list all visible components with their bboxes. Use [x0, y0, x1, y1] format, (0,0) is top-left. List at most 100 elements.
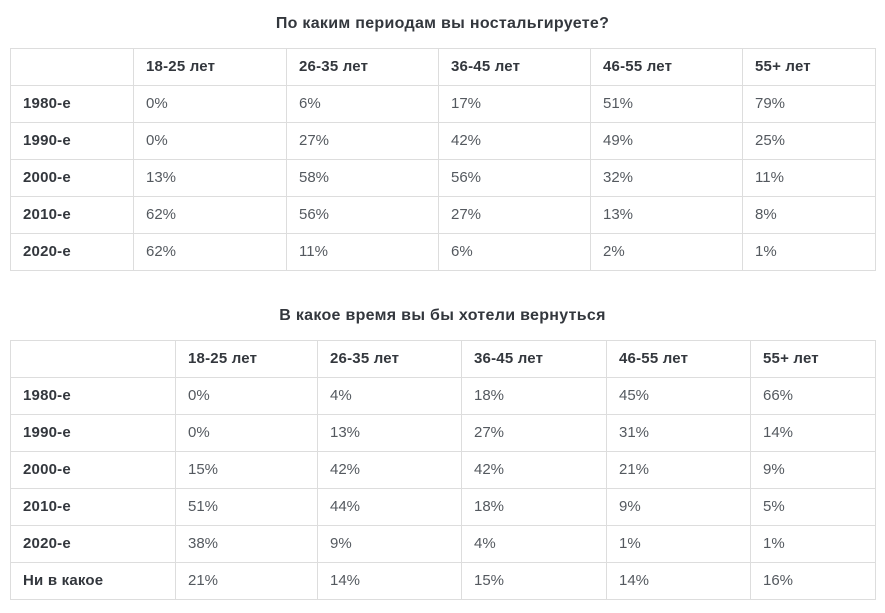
row-label: 1980-е — [10, 85, 134, 123]
value-cell: 0% — [133, 122, 287, 160]
value-cell: 18% — [461, 377, 607, 415]
value-cell: 17% — [438, 85, 591, 123]
row-label: Ни в какое — [10, 562, 176, 600]
table-title-return-time: В какое время вы бы хотели вернуться — [279, 307, 606, 324]
table-row: 1980-е 0% 6% 17% 51% 79% — [10, 85, 876, 123]
row-label: 1990-е — [10, 122, 134, 160]
value-cell: 1% — [606, 525, 751, 563]
table-row: 2000-е 13% 58% 56% 32% 11% — [10, 159, 876, 197]
row-label: 1980-е — [10, 377, 176, 415]
value-cell: 11% — [286, 233, 439, 271]
column-header: 36-45 лет — [438, 48, 591, 86]
value-cell: 9% — [317, 525, 462, 563]
value-cell: 62% — [133, 233, 287, 271]
value-cell: 14% — [317, 562, 462, 600]
value-cell: 51% — [175, 488, 318, 526]
column-header: 26-35 лет — [317, 340, 462, 378]
value-cell: 66% — [750, 377, 876, 415]
table-row: 1990-е 0% 27% 42% 49% 25% — [10, 122, 876, 160]
value-cell: 45% — [606, 377, 751, 415]
header-row: 18-25 лет 26-35 лет 36-45 лет 46-55 лет 55+ … — [10, 48, 876, 86]
value-cell: 42% — [461, 451, 607, 489]
column-header: 26-35 лет — [286, 48, 439, 86]
column-header: 55+ лет — [742, 48, 876, 86]
column-header: 18-25 лет — [175, 340, 318, 378]
value-cell: 15% — [175, 451, 318, 489]
value-cell: 13% — [317, 414, 462, 452]
value-cell: 18% — [461, 488, 607, 526]
value-cell: 13% — [590, 196, 743, 234]
row-label: 2010-е — [10, 196, 134, 234]
column-header: 55+ лет — [750, 340, 876, 378]
value-cell: 11% — [742, 159, 876, 197]
value-cell: 31% — [606, 414, 751, 452]
row-label: 2020-е — [10, 525, 176, 563]
value-cell: 6% — [438, 233, 591, 271]
value-cell: 4% — [317, 377, 462, 415]
table-row: 2020-е 62% 11% 6% 2% 1% — [10, 233, 876, 271]
row-label: 2010-е — [10, 488, 176, 526]
value-cell: 1% — [742, 233, 876, 271]
value-cell: 14% — [750, 414, 876, 452]
table-title-nostalgia-periods: По каким периодам вы ностальгируете? — [275, 15, 610, 32]
value-cell: 58% — [286, 159, 439, 197]
value-cell: 25% — [742, 122, 876, 160]
value-cell: 15% — [461, 562, 607, 600]
value-cell: 14% — [606, 562, 751, 600]
value-cell: 9% — [606, 488, 751, 526]
return-time-section: В какое время вы бы хотели вернуться 18-… — [10, 305, 876, 600]
nostalgia-periods-section: По каким периодам вы ностальгируете? 18-… — [10, 13, 876, 271]
value-cell: 27% — [461, 414, 607, 452]
column-header: 46-55 лет — [606, 340, 751, 378]
value-cell: 16% — [750, 562, 876, 600]
column-header: 36-45 лет — [461, 340, 607, 378]
value-cell: 27% — [438, 196, 591, 234]
value-cell: 56% — [438, 159, 591, 197]
table-body: 1980-е 0% 4% 18% 45% 66% 1990-е 0% 13% 27% 31% 14% 2… — [10, 377, 876, 600]
value-cell: 13% — [133, 159, 287, 197]
table-row: 2010-е 51% 44% 18% 9% 5% — [10, 488, 876, 526]
value-cell: 79% — [742, 85, 876, 123]
row-label: 2020-е — [10, 233, 134, 271]
column-header: 46-55 лет — [590, 48, 743, 86]
value-cell: 44% — [317, 488, 462, 526]
value-cell: 56% — [286, 196, 439, 234]
nostalgia-periods-table: 18-25 лет 26-35 лет 36-45 лет 46-55 лет 55+ … — [10, 48, 876, 271]
value-cell: 62% — [133, 196, 287, 234]
value-cell: 42% — [317, 451, 462, 489]
value-cell: 0% — [175, 377, 318, 415]
return-time-table: 18-25 лет 26-35 лет 36-45 лет 46-55 лет 55+ … — [10, 340, 876, 600]
value-cell: 1% — [750, 525, 876, 563]
value-cell: 38% — [175, 525, 318, 563]
table-body: 1980-е 0% 6% 17% 51% 79% 1990-е 0% 27% 42% 49% 25% 2… — [10, 85, 876, 271]
table-row: Ни в какое 21% 14% 15% 14% 16% — [10, 562, 876, 600]
value-cell: 8% — [742, 196, 876, 234]
value-cell: 0% — [175, 414, 318, 452]
table-row: 1990-е 0% 13% 27% 31% 14% — [10, 414, 876, 452]
table-row: 1980-е 0% 4% 18% 45% 66% — [10, 377, 876, 415]
value-cell: 2% — [590, 233, 743, 271]
value-cell: 51% — [590, 85, 743, 123]
value-cell: 5% — [750, 488, 876, 526]
value-cell: 9% — [750, 451, 876, 489]
table-row: 2000-е 15% 42% 42% 21% 9% — [10, 451, 876, 489]
value-cell: 32% — [590, 159, 743, 197]
value-cell: 42% — [438, 122, 591, 160]
value-cell: 4% — [461, 525, 607, 563]
row-label: 2000-е — [10, 451, 176, 489]
value-cell: 21% — [606, 451, 751, 489]
row-label: 1990-е — [10, 414, 176, 452]
value-cell: 21% — [175, 562, 318, 600]
corner-cell — [10, 340, 176, 378]
header-row: 18-25 лет 26-35 лет 36-45 лет 46-55 лет 55+ … — [10, 340, 876, 378]
table-row: 2020-е 38% 9% 4% 1% 1% — [10, 525, 876, 563]
value-cell: 49% — [590, 122, 743, 160]
value-cell: 27% — [286, 122, 439, 160]
table-row: 2010-е 62% 56% 27% 13% 8% — [10, 196, 876, 234]
column-header: 18-25 лет — [133, 48, 287, 86]
row-label: 2000-е — [10, 159, 134, 197]
value-cell: 0% — [133, 85, 287, 123]
value-cell: 6% — [286, 85, 439, 123]
corner-cell — [10, 48, 134, 86]
